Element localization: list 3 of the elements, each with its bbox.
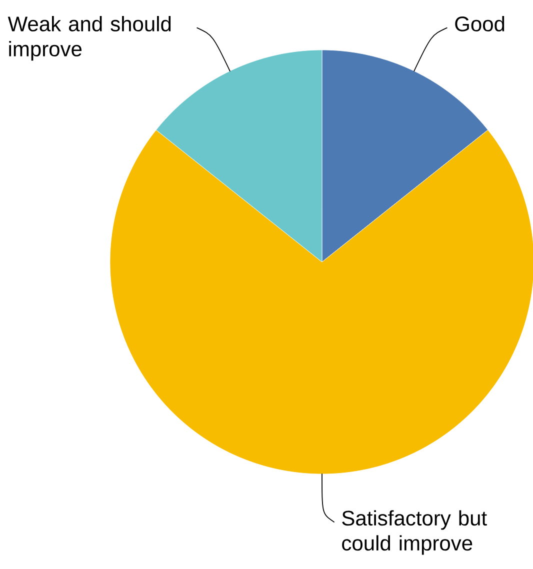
slice-label: Satisfactory but could improve [342, 510, 487, 555]
slice-label: Weak and should improve [8, 16, 171, 61]
slice-label: Good [455, 16, 504, 32]
